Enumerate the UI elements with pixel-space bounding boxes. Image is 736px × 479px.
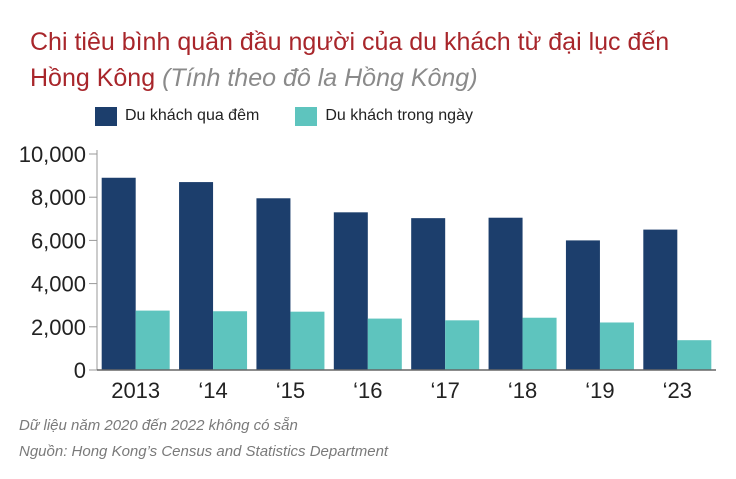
bar-overnight bbox=[256, 198, 291, 370]
bar-sameday bbox=[135, 310, 170, 370]
bar-sameday bbox=[290, 311, 325, 370]
y-tick-label: 4,000 bbox=[31, 272, 86, 297]
x-tick-label: 2013 bbox=[111, 378, 160, 403]
y-tick-label: 10,000 bbox=[19, 142, 86, 167]
legend-label-sameday: Du khách trong ngày bbox=[325, 107, 473, 124]
bar-sameday bbox=[522, 317, 557, 370]
bar-overnight bbox=[101, 177, 136, 370]
x-tick-label: ‘14 bbox=[198, 378, 227, 403]
chart-subtitle: (Tính theo đô la Hồng Kông) bbox=[162, 64, 478, 92]
bar-sameday bbox=[599, 322, 634, 370]
bar-sameday bbox=[677, 340, 712, 370]
y-tick-label: 2,000 bbox=[31, 315, 86, 340]
y-tick-label: 8,000 bbox=[31, 185, 86, 210]
x-tick-label: ‘16 bbox=[353, 378, 382, 403]
bar-sameday bbox=[445, 320, 480, 370]
chart-title-text: Chi tiêu bình quân đầu người của du khác… bbox=[30, 28, 670, 92]
x-tick-label: ‘18 bbox=[508, 378, 537, 403]
chart-legend: Du khách qua đêm Du khách trong ngày bbox=[95, 104, 509, 128]
legend-swatch-sameday bbox=[295, 106, 318, 126]
bar-overnight bbox=[488, 217, 523, 370]
bar-overnight bbox=[179, 182, 214, 370]
bar-overnight bbox=[643, 229, 678, 370]
legend-item-sameday: Du khách trong ngày bbox=[295, 106, 473, 126]
legend-item-overnight: Du khách qua đêm bbox=[95, 106, 260, 126]
x-tick-label: ‘17 bbox=[431, 378, 460, 403]
x-tick-label: ‘23 bbox=[663, 378, 692, 403]
legend-swatch-overnight bbox=[95, 106, 117, 126]
y-tick-label: 0 bbox=[74, 358, 86, 383]
bar-sameday bbox=[367, 318, 402, 370]
bar-overnight bbox=[333, 212, 368, 370]
y-tick-label: 6,000 bbox=[31, 228, 86, 253]
x-tick-label: ‘19 bbox=[585, 378, 614, 403]
footnote-source: Nguồn: Hong Kong’s Census and Statistics… bbox=[19, 443, 389, 460]
bar-sameday bbox=[213, 311, 248, 370]
chart-title: Chi tiêu bình quân đầu người của du khác… bbox=[30, 24, 730, 96]
bar-overnight bbox=[411, 218, 446, 370]
footnote-missing-data: Dữ liệu năm 2020 đến 2022 không có sẵn bbox=[19, 417, 298, 434]
legend-label-overnight: Du khách qua đêm bbox=[125, 107, 260, 124]
bar-overnight bbox=[565, 240, 600, 370]
x-tick-label: ‘15 bbox=[276, 378, 305, 403]
